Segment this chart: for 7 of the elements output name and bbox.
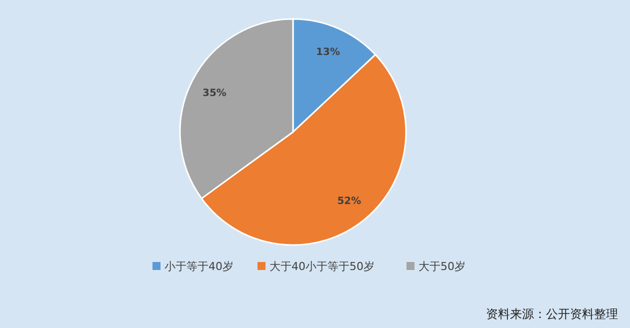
data-label: 52% [337, 196, 362, 207]
legend-label: 小于等于40岁 [164, 260, 234, 273]
data-label: 35% [202, 88, 226, 99]
legend-label: 大于50岁 [418, 260, 466, 273]
data-label: 13% [316, 47, 340, 58]
legend-label: 大于40小于等于50岁 [270, 260, 374, 273]
text: 资料来源：公开资料整理 [486, 307, 618, 321]
